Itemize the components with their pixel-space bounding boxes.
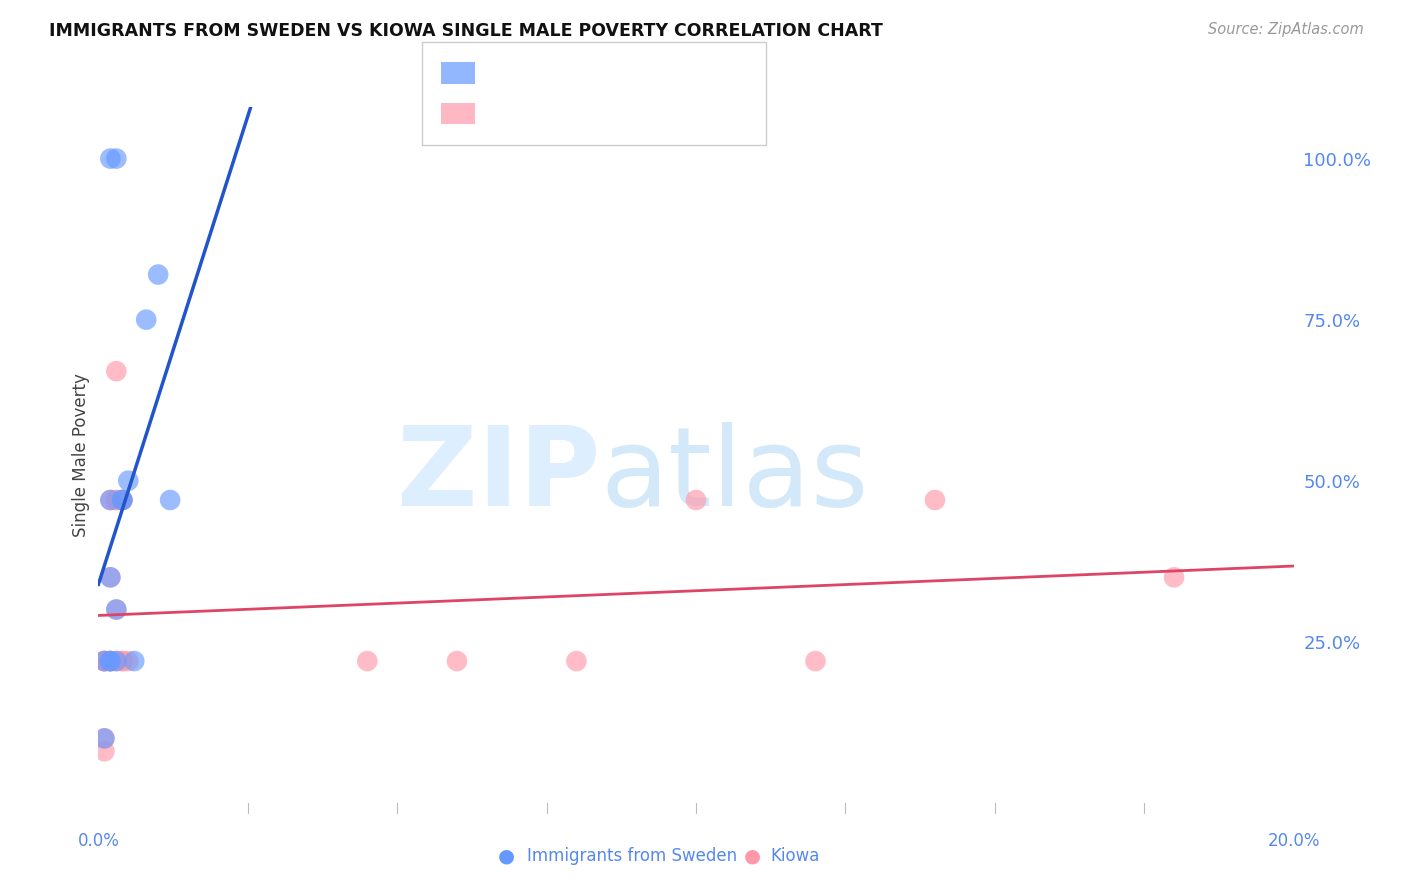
Point <box>98 654 122 668</box>
Point <box>98 570 122 584</box>
Point <box>446 654 468 668</box>
Point <box>93 731 115 746</box>
Point <box>98 654 122 668</box>
Point <box>98 654 122 668</box>
Point <box>685 493 707 508</box>
Text: Source: ZipAtlas.com: Source: ZipAtlas.com <box>1208 22 1364 37</box>
Point <box>105 493 128 508</box>
Point <box>111 493 134 508</box>
Point <box>804 654 827 668</box>
Point <box>111 654 134 668</box>
Text: Immigrants from Sweden: Immigrants from Sweden <box>527 847 737 865</box>
Point <box>93 744 115 758</box>
Point <box>98 570 122 584</box>
Text: ZIP: ZIP <box>396 422 600 529</box>
Point <box>124 654 146 668</box>
Point <box>111 493 134 508</box>
Point <box>1163 570 1185 584</box>
Text: atlas: atlas <box>600 422 869 529</box>
Y-axis label: Single Male Poverty: Single Male Poverty <box>72 373 90 537</box>
Text: Kiowa: Kiowa <box>770 847 820 865</box>
Point <box>159 493 181 508</box>
Point <box>117 474 139 488</box>
Point <box>98 493 122 508</box>
Point <box>93 654 115 668</box>
Point <box>117 654 139 668</box>
Text: ●: ● <box>744 847 761 865</box>
Point <box>105 493 128 508</box>
Point <box>98 493 122 508</box>
Point <box>105 364 128 378</box>
Text: ●: ● <box>498 847 515 865</box>
Point <box>98 654 122 668</box>
Point <box>105 152 128 166</box>
Point <box>93 731 115 746</box>
Point <box>98 654 122 668</box>
Point <box>98 152 122 166</box>
Point <box>105 602 128 616</box>
Text: 0.0%: 0.0% <box>77 831 120 850</box>
Point <box>93 654 115 668</box>
Point <box>93 654 115 668</box>
Point <box>565 654 588 668</box>
Point <box>105 654 128 668</box>
Point <box>111 493 134 508</box>
Text: R = 0.643: R = 0.643 <box>485 64 575 82</box>
Point <box>105 602 128 616</box>
Text: IMMIGRANTS FROM SWEDEN VS KIOWA SINGLE MALE POVERTY CORRELATION CHART: IMMIGRANTS FROM SWEDEN VS KIOWA SINGLE M… <box>49 22 883 40</box>
Point <box>924 493 946 508</box>
Point <box>111 654 134 668</box>
Point <box>105 654 128 668</box>
Text: 20.0%: 20.0% <box>1267 831 1320 850</box>
Text: R =  0.113: R = 0.113 <box>485 104 581 122</box>
Point <box>93 654 115 668</box>
Point <box>93 654 115 668</box>
Point <box>148 268 170 282</box>
Text: N = 28: N = 28 <box>654 104 721 122</box>
Point <box>135 312 157 326</box>
Point <box>111 493 134 508</box>
Text: N = 17: N = 17 <box>654 64 721 82</box>
Point <box>356 654 378 668</box>
